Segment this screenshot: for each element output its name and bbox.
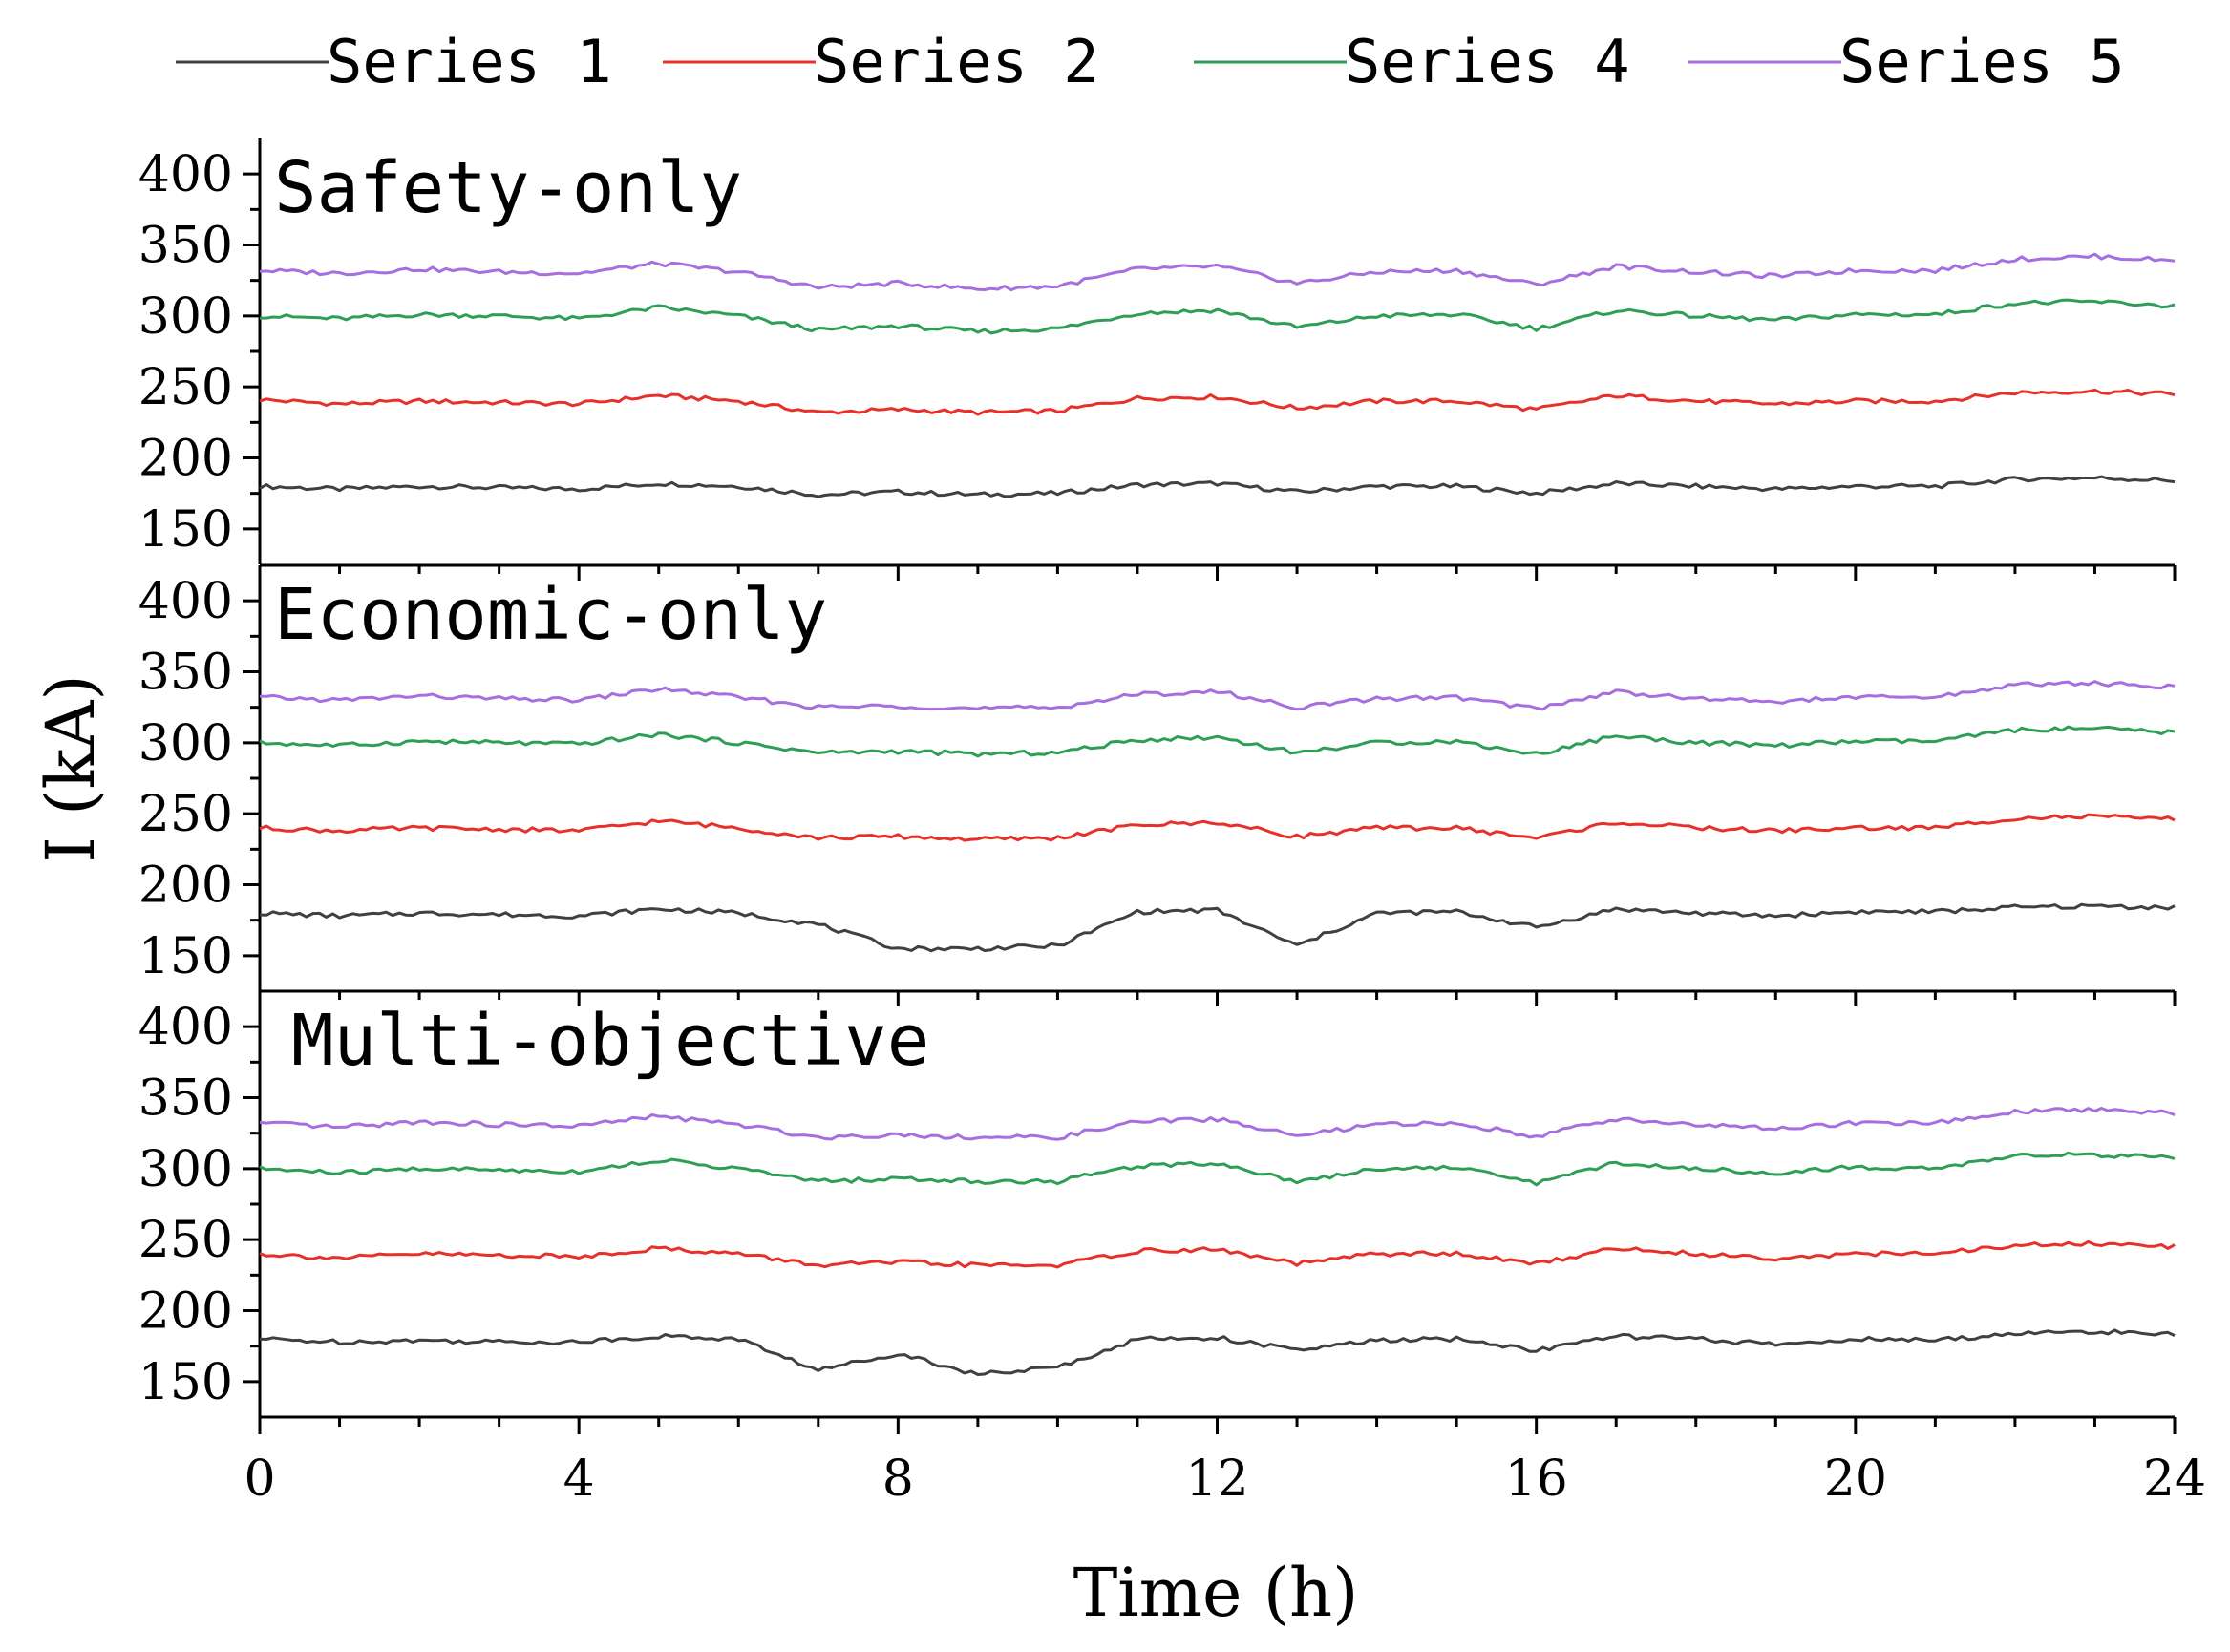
y-tick-label: 350 [138, 1070, 233, 1128]
y-tick-label: 400 [138, 999, 233, 1056]
y-tick-label: 250 [138, 1212, 233, 1269]
legend-label-1: Series 1 [327, 27, 612, 96]
y-tick-label: 350 [138, 218, 233, 275]
x-tick-label: 8 [882, 1451, 914, 1508]
series-line-series-2 [259, 813, 2176, 842]
series-line-series-5 [260, 680, 2176, 711]
legend-label-3: Series 4 [1345, 27, 1630, 96]
legend-label-2: Series 2 [814, 27, 1099, 96]
y-tick-label: 250 [138, 359, 233, 416]
panel-title: Economic-only [274, 574, 827, 656]
series-line-series-4 [259, 1151, 2176, 1187]
y-tick-label: 200 [138, 431, 233, 488]
series-line-series-1 [259, 1328, 2176, 1376]
panel-1: 150 200 250 300 350 400 Safety-only [138, 138, 2176, 564]
x-tick-label: 16 [1505, 1451, 1568, 1508]
y-tick-label: 150 [138, 501, 233, 559]
x-axis: 0 4 8 12 16 20 24 [244, 1415, 2206, 1508]
legend: Series 1 Series 2 Series 4 Series 5 [176, 27, 2125, 96]
x-axis-label: Time (h) [1073, 1554, 1359, 1632]
panels: 150 200 250 300 350 400 Safety-only 150 200 250 30… [138, 138, 2177, 1417]
y-tick-label: 150 [138, 1354, 233, 1411]
y-tick-label: 400 [138, 573, 233, 630]
x-tick-label: 24 [2143, 1451, 2206, 1508]
series-line-series-1 [259, 475, 2176, 498]
panel-title: Safety-only [274, 147, 742, 229]
x-tick-label: 20 [1824, 1451, 1887, 1508]
y-tick-label: 150 [138, 928, 233, 985]
series-line-series-4 [259, 725, 2176, 758]
panel-3: 150 200 250 300 350 400 Multi-objective [138, 989, 2177, 1417]
y-axis-label: I (kA) [32, 674, 110, 863]
legend-label-4: Series 5 [1839, 27, 2125, 96]
y-tick-label: 300 [138, 715, 233, 773]
y-tick-label: 400 [138, 146, 233, 203]
series-line-series-1 [259, 902, 2176, 953]
x-tick-label: 4 [563, 1451, 595, 1508]
panel-title: Multi-objective [291, 1000, 929, 1082]
y-tick-label: 200 [138, 1283, 233, 1341]
series-line-series-5 [259, 252, 2176, 292]
y-tick-label: 300 [138, 1141, 233, 1198]
series-line-series-5 [259, 1107, 2176, 1141]
series-line-series-2 [259, 1239, 2176, 1269]
series-line-series-2 [259, 388, 2176, 416]
x-tick-label: 12 [1185, 1451, 1248, 1508]
y-tick-label: 200 [138, 858, 233, 915]
y-tick-label: 300 [138, 288, 233, 346]
panel-2: 150 200 250 300 350 400 Economic-only [138, 563, 2177, 991]
y-tick-label: 350 [138, 645, 233, 702]
y-tick-label: 250 [138, 786, 233, 843]
x-tick-label: 0 [244, 1451, 275, 1508]
series-line-series-4 [260, 298, 2176, 335]
